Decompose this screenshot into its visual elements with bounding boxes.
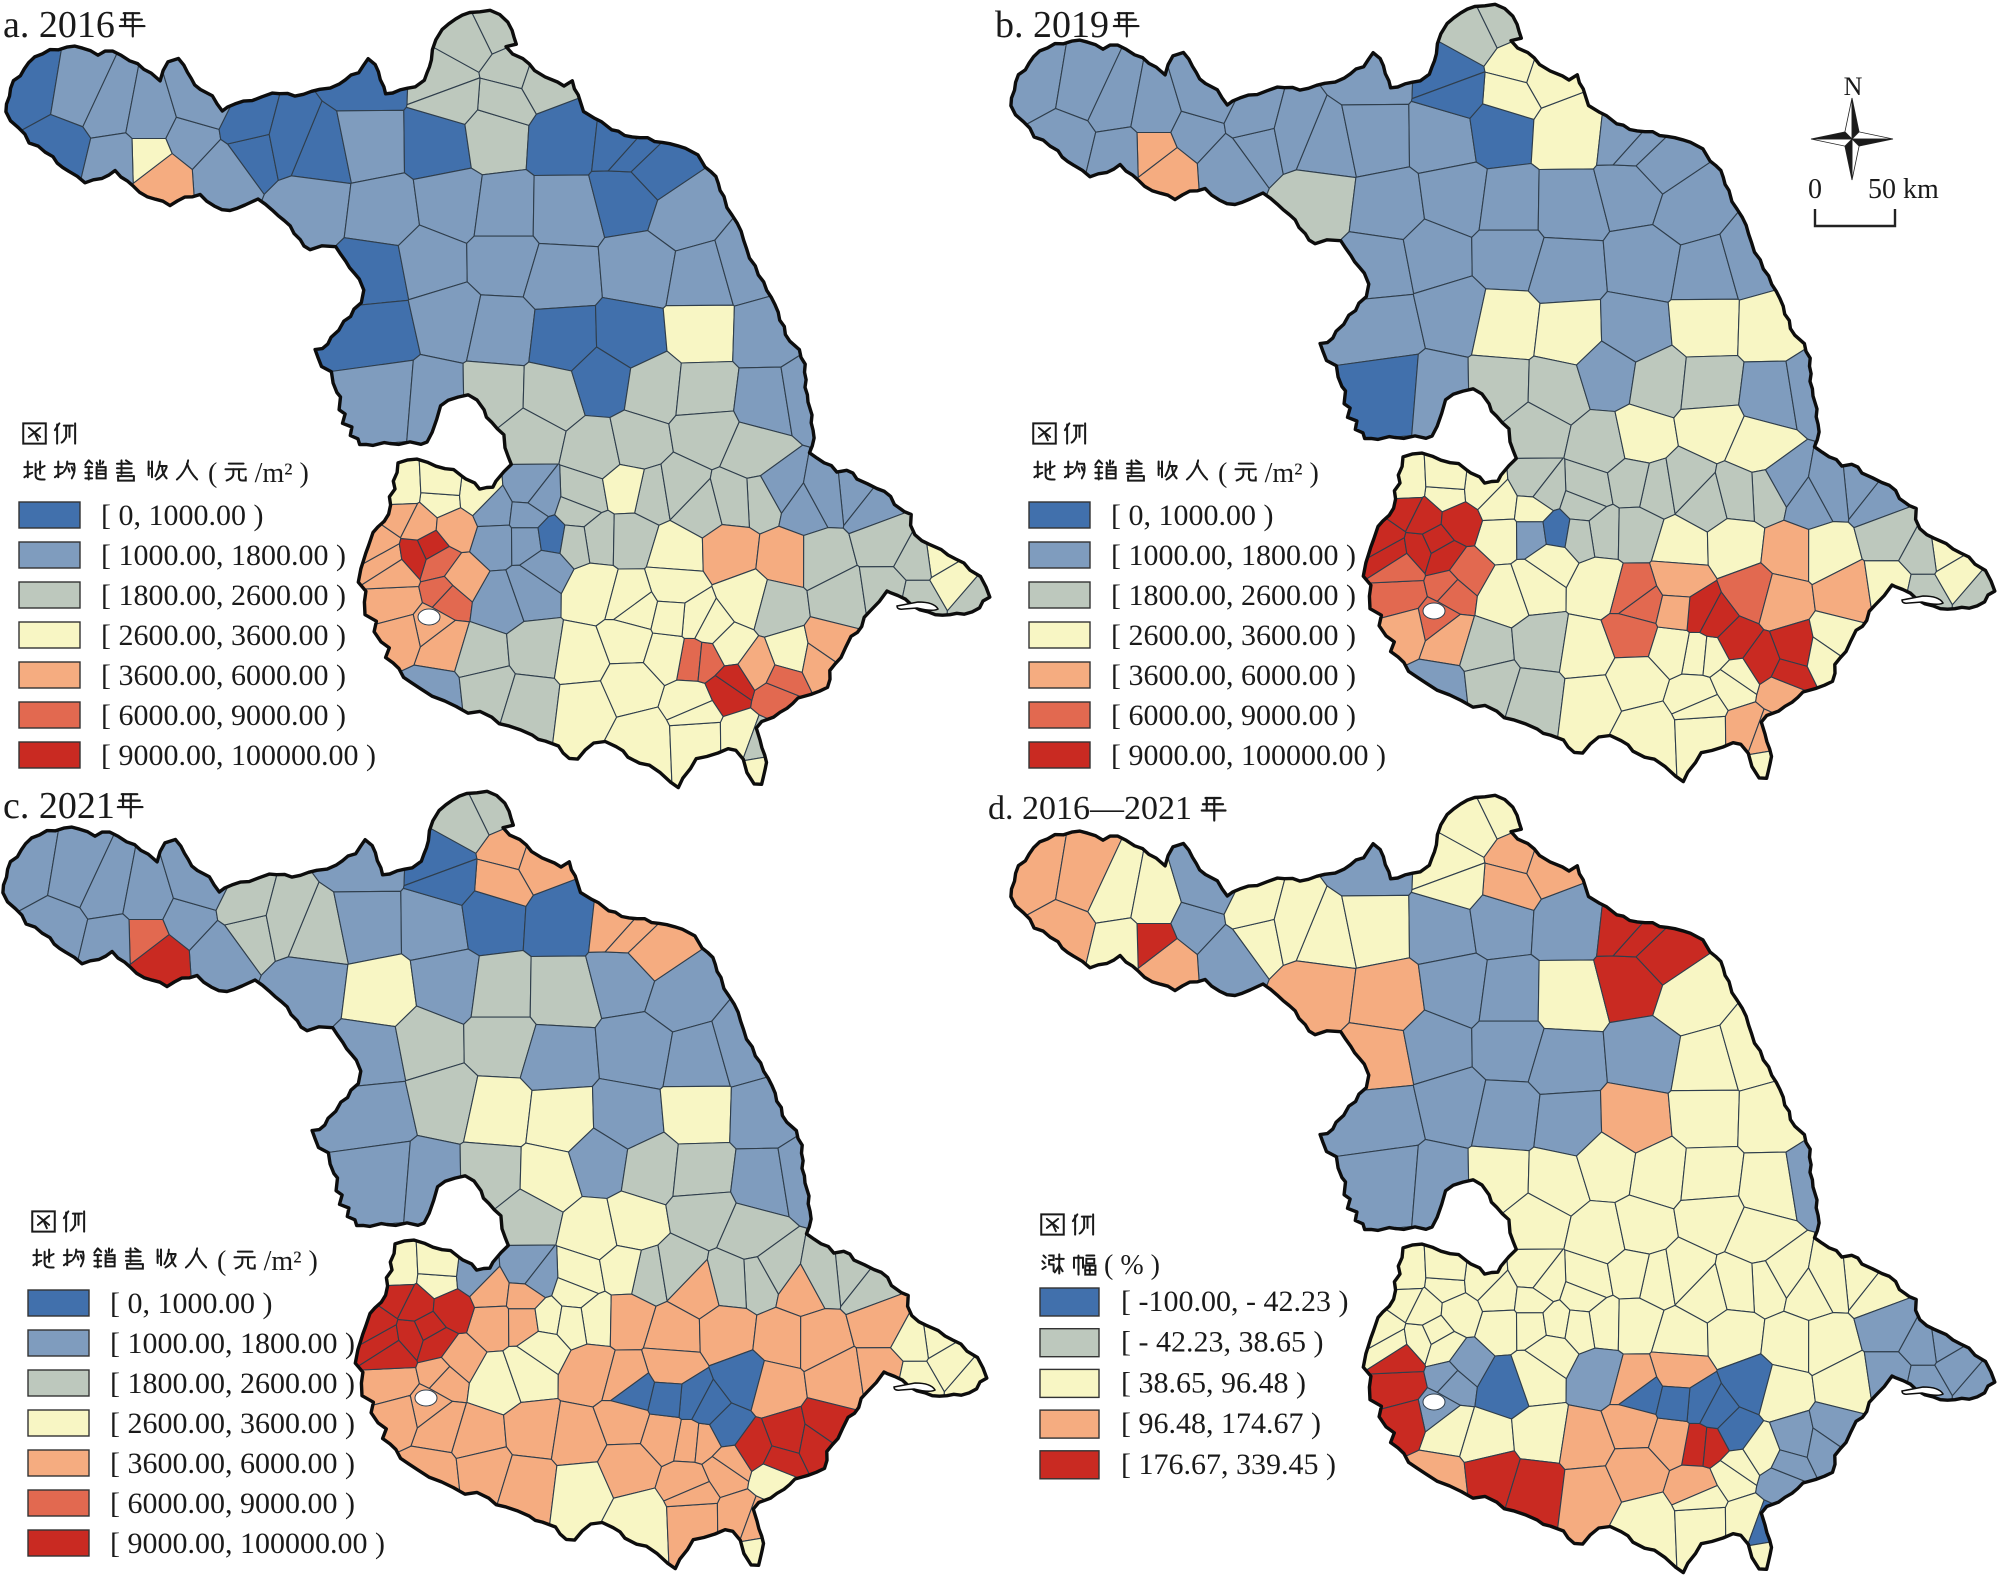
svg-text:/m² ): /m² ) [1265,458,1319,489]
svg-text:[ 0, 1000.00 ): [ 0, 1000.00 ) [1111,499,1273,532]
svg-text:(: ( [217,1246,226,1277]
svg-text:[ 1800.00, 2600.00 ): [ 1800.00, 2600.00 ) [101,579,346,612]
svg-text:[ 1000.00, 1800.00 ): [ 1000.00, 1800.00 ) [110,1327,355,1360]
svg-text:[ 3600.00, 6000.00 ): [ 3600.00, 6000.00 ) [1111,659,1356,692]
svg-text:(: ( [208,458,217,489]
svg-text:[ 2600.00, 3600.00 ): [ 2600.00, 3600.00 ) [110,1407,355,1440]
svg-text:c. 2021: c. 2021 [3,785,115,827]
svg-text:[ 0, 1000.00 ): [ 0, 1000.00 ) [110,1287,272,1320]
svg-text:[ 38.65, 96.48 ): [ 38.65, 96.48 ) [1121,1366,1306,1399]
svg-text:[ 3600.00, 6000.00 ): [ 3600.00, 6000.00 ) [101,659,346,692]
svg-text:(: ( [1218,458,1227,489]
svg-text:[ 9000.00, 100000.00 ): [ 9000.00, 100000.00 ) [110,1527,385,1560]
svg-text:[ 0, 1000.00 ): [ 0, 1000.00 ) [101,499,263,532]
svg-text:[ 3600.00, 6000.00 ): [ 3600.00, 6000.00 ) [110,1447,355,1480]
svg-text:[ - 42.23, 38.65 ): [ - 42.23, 38.65 ) [1121,1326,1323,1359]
svg-text:[ 6000.00, 9000.00 ): [ 6000.00, 9000.00 ) [110,1487,355,1520]
svg-text:/m² ): /m² ) [264,1246,318,1277]
svg-text:[ 6000.00, 9000.00 ): [ 6000.00, 9000.00 ) [101,699,346,732]
svg-text:( % ): ( % ) [1104,1250,1160,1281]
svg-text:[ 1000.00, 1800.00 ): [ 1000.00, 1800.00 ) [101,539,346,572]
svg-text:[ 2600.00, 3600.00 ): [ 2600.00, 3600.00 ) [1111,619,1356,652]
svg-text:[ -100.00, - 42.23 ): [ -100.00, - 42.23 ) [1121,1285,1348,1318]
svg-text:d. 2016—2021: d. 2016—2021 [988,790,1192,827]
svg-text:[ 96.48, 174.67 ): [ 96.48, 174.67 ) [1121,1407,1321,1440]
svg-text:N: N [1844,72,1863,101]
svg-text:b. 2019: b. 2019 [995,4,1109,46]
svg-text:[ 9000.00, 100000.00 ): [ 9000.00, 100000.00 ) [101,739,376,772]
svg-text:[ 176.67, 339.45 ): [ 176.67, 339.45 ) [1121,1448,1336,1481]
svg-text:[ 9000.00, 100000.00 ): [ 9000.00, 100000.00 ) [1111,739,1386,772]
svg-text:[ 1800.00, 2600.00 ): [ 1800.00, 2600.00 ) [1111,579,1356,612]
svg-text:a. 2016: a. 2016 [3,4,115,46]
svg-text:0: 0 [1808,174,1822,205]
svg-text:50 km: 50 km [1868,174,1939,205]
svg-text:[ 2600.00, 3600.00 ): [ 2600.00, 3600.00 ) [101,619,346,652]
svg-text:[ 6000.00, 9000.00 ): [ 6000.00, 9000.00 ) [1111,699,1356,732]
svg-text:/m² ): /m² ) [255,458,309,489]
svg-text:[ 1800.00, 2600.00 ): [ 1800.00, 2600.00 ) [110,1367,355,1400]
svg-text:[ 1000.00, 1800.00 ): [ 1000.00, 1800.00 ) [1111,539,1356,572]
